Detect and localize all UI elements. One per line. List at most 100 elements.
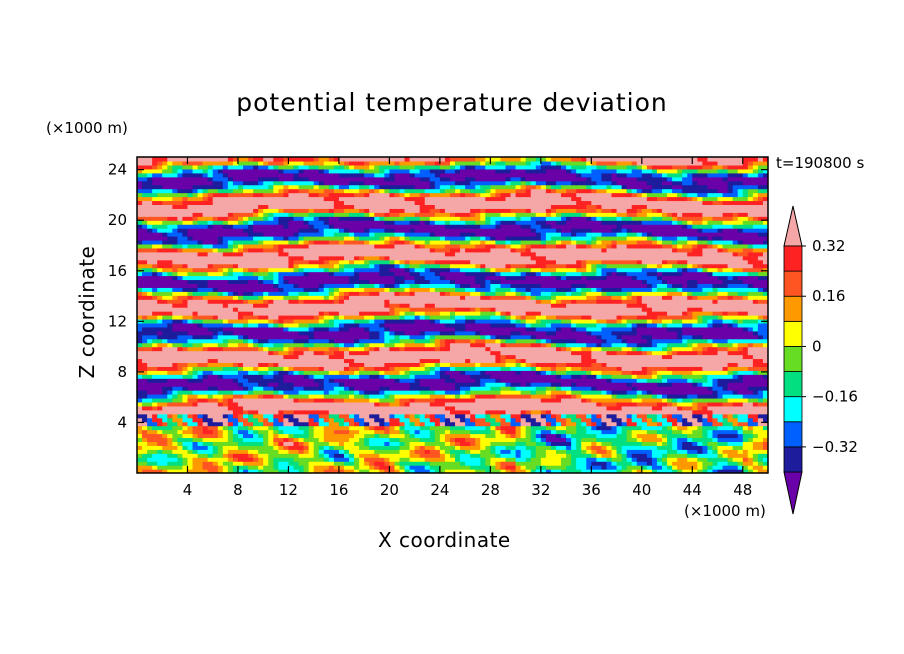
field-cell [490, 394, 497, 399]
field-cell [207, 397, 214, 403]
field-cell [248, 429, 254, 435]
field-cell [692, 354, 698, 360]
field-cell [237, 366, 244, 371]
field-cell [646, 322, 653, 328]
field-cell [470, 342, 476, 348]
field-cell [672, 417, 678, 423]
field-cell [581, 437, 587, 442]
field-cell [722, 405, 729, 411]
field-cell [328, 390, 335, 395]
field-cell [273, 453, 279, 458]
field-cell [727, 413, 734, 419]
field-cell [419, 397, 426, 403]
field-cell [470, 326, 476, 332]
field-cell [212, 429, 219, 435]
field-cell [232, 390, 239, 395]
field-cell [616, 334, 623, 340]
field-cell [253, 449, 259, 454]
field-cell [237, 409, 244, 415]
field-cell [757, 390, 764, 395]
field-cell [278, 433, 284, 439]
field-cell [379, 318, 385, 324]
field-cell [338, 350, 345, 356]
field-cell [505, 394, 512, 399]
field-cell [505, 382, 512, 387]
field-cell [525, 433, 532, 439]
field-cell [258, 437, 264, 442]
field-cell [313, 354, 320, 360]
field-cell [232, 386, 239, 391]
field-cell [338, 362, 345, 367]
field-cell [727, 382, 734, 387]
field-cell [510, 394, 517, 399]
field-cell [505, 330, 512, 336]
field-cell [293, 433, 300, 439]
field-cell [611, 394, 618, 399]
field-cell [409, 390, 416, 395]
field-cell [722, 362, 729, 367]
field-cell [333, 315, 340, 320]
field-cell [566, 417, 572, 423]
field-cell [500, 366, 507, 371]
field-cell [520, 330, 527, 336]
field-cell [434, 429, 441, 435]
field-cell [571, 421, 577, 427]
field-cell [636, 354, 643, 360]
field-cell [535, 378, 542, 383]
field-cell [621, 366, 628, 371]
field-cell [419, 394, 426, 399]
field-cell [535, 334, 542, 340]
field-cell [687, 358, 693, 363]
field-cell [197, 378, 204, 383]
field-cell [490, 350, 497, 356]
field-cell [157, 330, 163, 336]
field-cell [364, 382, 370, 387]
field-cell [157, 366, 163, 371]
field-cell [717, 425, 724, 431]
field-cell [253, 330, 259, 336]
field-cell [303, 374, 310, 379]
field-cell [399, 401, 406, 407]
field-cell [424, 457, 431, 462]
field-cell [243, 358, 249, 363]
field-cell [606, 465, 613, 470]
field-cell [308, 350, 315, 356]
field-cell [278, 374, 284, 379]
field-cell [444, 374, 451, 379]
field-cell [470, 382, 476, 387]
field-cell [495, 315, 502, 320]
field-cell [535, 437, 542, 442]
field-cell [591, 394, 597, 399]
field-cell [586, 374, 592, 379]
field-cell [359, 437, 365, 442]
field-cell [434, 350, 441, 356]
field-cell [394, 358, 401, 363]
field-cell [641, 421, 648, 427]
field-cell [444, 429, 451, 435]
field-cell [273, 421, 279, 427]
field-cell [232, 366, 239, 371]
field-cell [177, 322, 184, 328]
field-cell [187, 350, 194, 356]
field-cell [480, 374, 486, 379]
field-cell [338, 330, 345, 336]
field-cell [515, 322, 522, 328]
field-cell [702, 370, 709, 375]
field-cell [561, 382, 567, 387]
field-cell [177, 374, 184, 379]
field-cell [298, 370, 305, 375]
field-cell [480, 461, 486, 466]
field-cell [677, 445, 683, 450]
field-cell [475, 322, 481, 328]
field-cell [258, 465, 264, 470]
field-cell [621, 370, 628, 375]
field-cell [394, 397, 401, 403]
field-cell [349, 330, 355, 336]
field-cell [485, 326, 491, 332]
field-cell [217, 390, 224, 395]
field-cell [535, 354, 542, 360]
field-cell [460, 453, 466, 458]
field-cell [439, 358, 446, 363]
field-cell [646, 445, 653, 450]
field-cell [727, 322, 734, 328]
